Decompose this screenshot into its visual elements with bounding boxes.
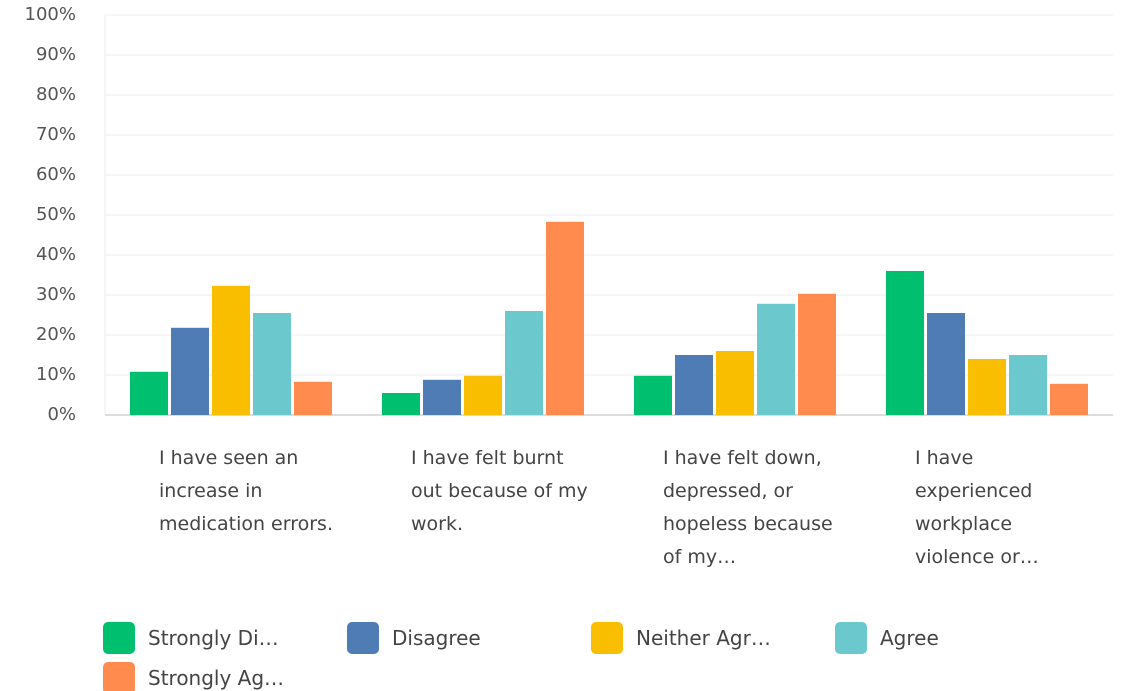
bar — [546, 221, 584, 415]
legend-label: Strongly Di… — [148, 626, 279, 650]
y-tick-label: 20% — [36, 324, 76, 345]
x-tick-label: I have seen an increase in medication er… — [159, 447, 333, 535]
bar — [634, 375, 672, 415]
bar — [130, 371, 168, 415]
y-tick-label: 90% — [36, 44, 76, 65]
bar — [757, 303, 795, 415]
legend-item: Agree — [835, 621, 939, 655]
bar — [382, 393, 420, 415]
legend-swatch — [591, 622, 623, 654]
y-tick-label: 30% — [36, 284, 76, 305]
bar — [253, 313, 291, 415]
y-tick-label: 80% — [36, 84, 76, 105]
legend-item: Neither Agr… — [591, 621, 771, 655]
x-tick-label: I have experienced workplace violence or… — [915, 447, 1039, 568]
legend-swatch — [347, 622, 379, 654]
y-tick-label: 10% — [36, 364, 76, 385]
bar — [464, 375, 502, 415]
legend-item: Strongly Di… — [103, 621, 279, 655]
y-tick-label: 100% — [25, 4, 76, 25]
bar — [171, 327, 209, 415]
bar — [294, 381, 332, 415]
x-tick-label: I have felt burnt out because of my work… — [411, 447, 588, 535]
legend-label: Disagree — [392, 626, 481, 650]
legend-swatch — [103, 622, 135, 654]
y-tick-label: 70% — [36, 124, 76, 145]
legend-label: Agree — [880, 626, 939, 650]
legend-label: Neither Agr… — [636, 626, 771, 650]
y-tick-label: 50% — [36, 204, 76, 225]
y-tick-label: 40% — [36, 244, 76, 265]
bar — [1009, 355, 1047, 415]
legend-item: Disagree — [347, 621, 481, 655]
bar — [927, 313, 965, 415]
bar — [675, 355, 713, 415]
bar — [798, 293, 836, 415]
bar — [716, 351, 754, 415]
bar — [1050, 383, 1088, 415]
legend-swatch — [103, 662, 135, 691]
bar — [886, 271, 924, 415]
y-tick-label: 60% — [36, 164, 76, 185]
bar — [423, 379, 461, 415]
legend-item: Strongly Ag… — [103, 661, 284, 691]
legend-label: Strongly Ag… — [148, 666, 285, 690]
bar — [505, 311, 543, 415]
bar — [968, 359, 1006, 415]
x-tick-label: I have felt down, depressed, or hopeless… — [663, 447, 833, 568]
y-tick-label: 0% — [47, 404, 76, 425]
legend-swatch — [835, 622, 867, 654]
bar — [212, 285, 250, 415]
